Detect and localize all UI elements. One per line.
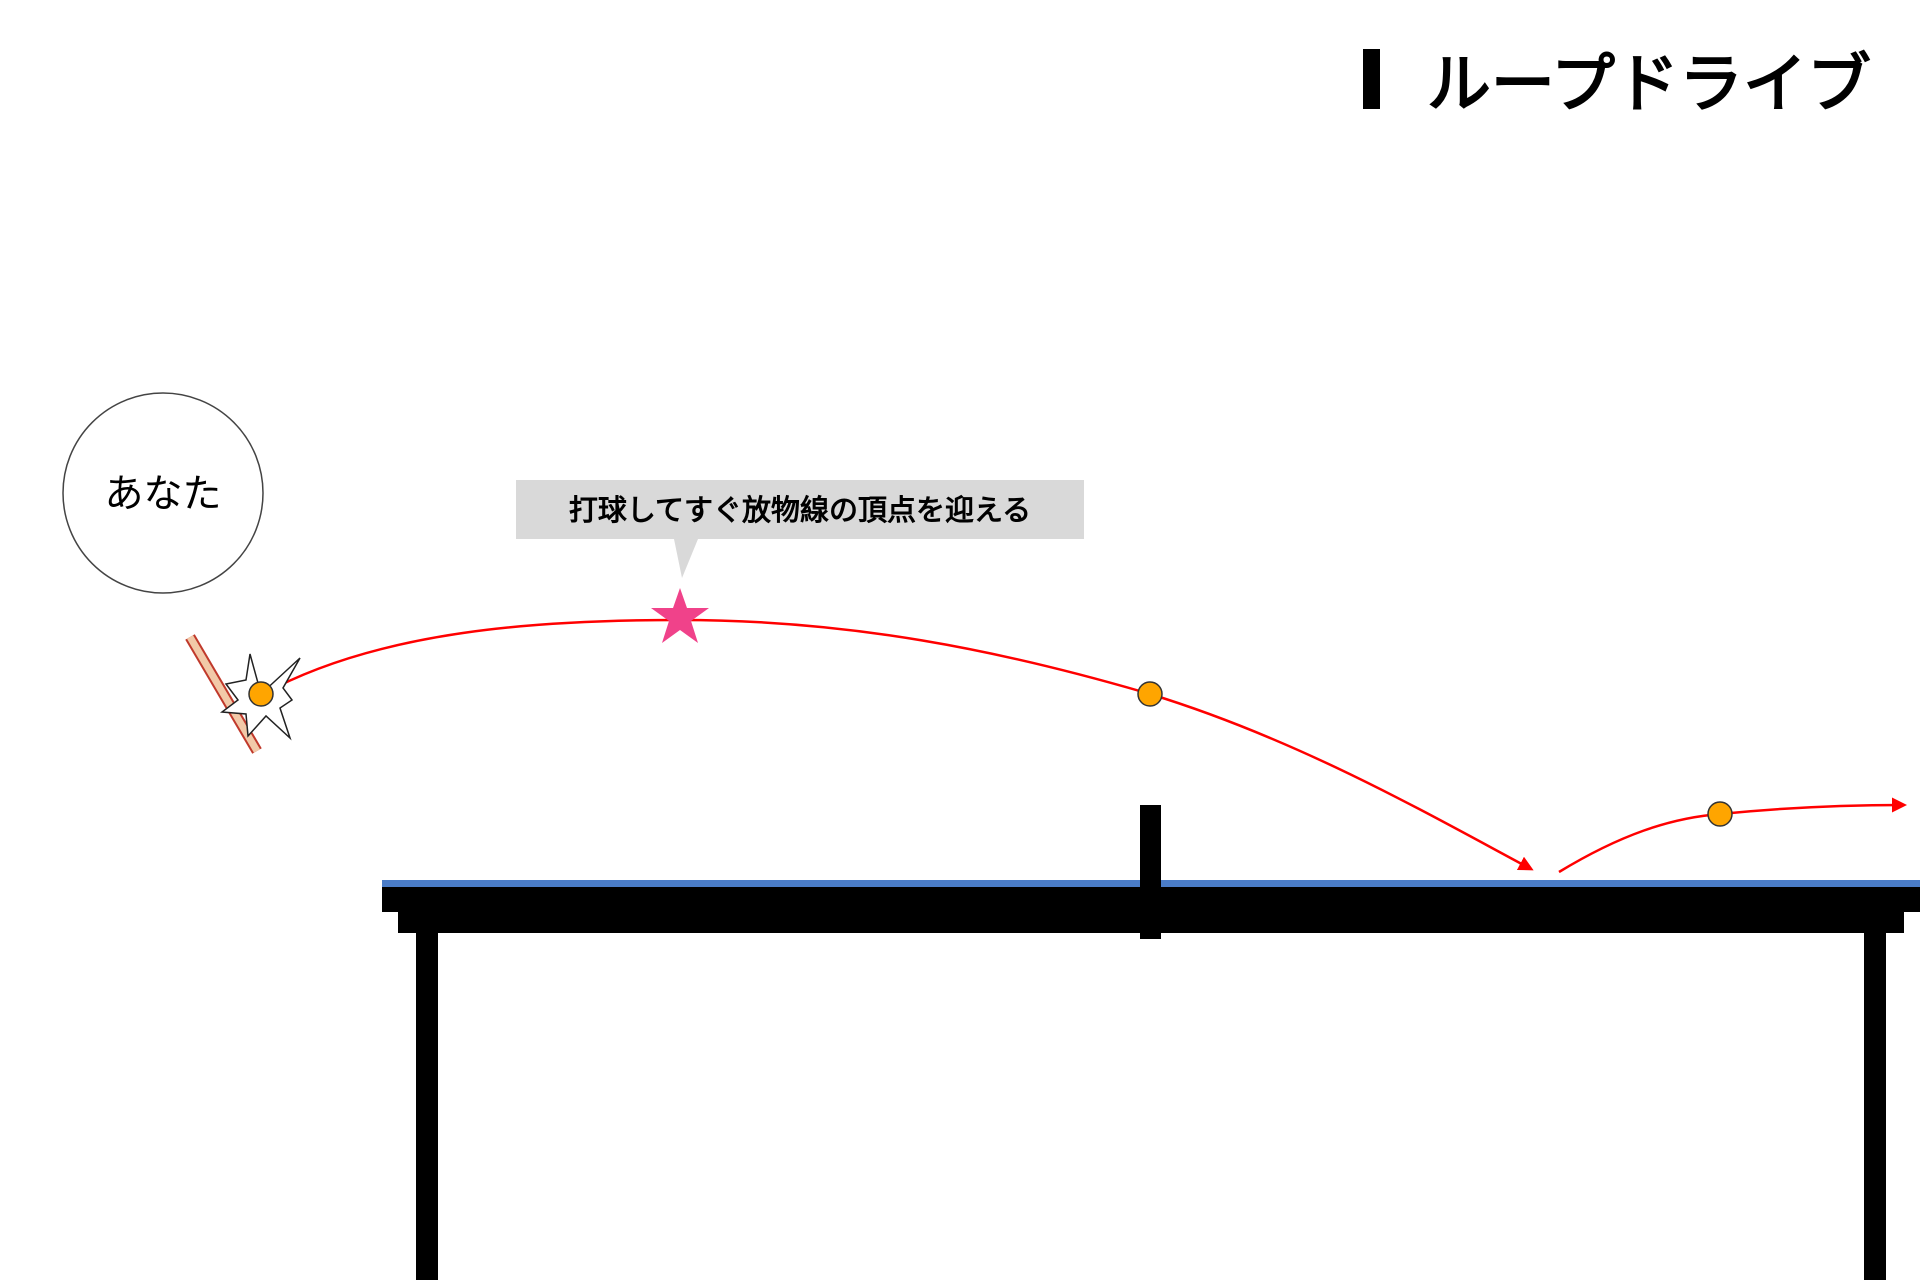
ball (1137, 681, 1163, 707)
net (1140, 805, 1161, 939)
table-leg (416, 933, 438, 1280)
player-circle (62, 392, 264, 594)
apex-star (651, 588, 709, 643)
trajectory (262, 618, 1534, 871)
table-leg (1864, 933, 1886, 1280)
ball (1707, 801, 1733, 827)
title: ループドライブ (1427, 48, 1871, 122)
racket (186, 635, 261, 753)
ball (248, 681, 274, 707)
callout-box (516, 480, 1084, 578)
callout-text: 打球してすぐ放物線の頂点を迎える (569, 493, 1031, 527)
player-label: あなた (104, 472, 221, 517)
title-bar (1363, 49, 1380, 109)
